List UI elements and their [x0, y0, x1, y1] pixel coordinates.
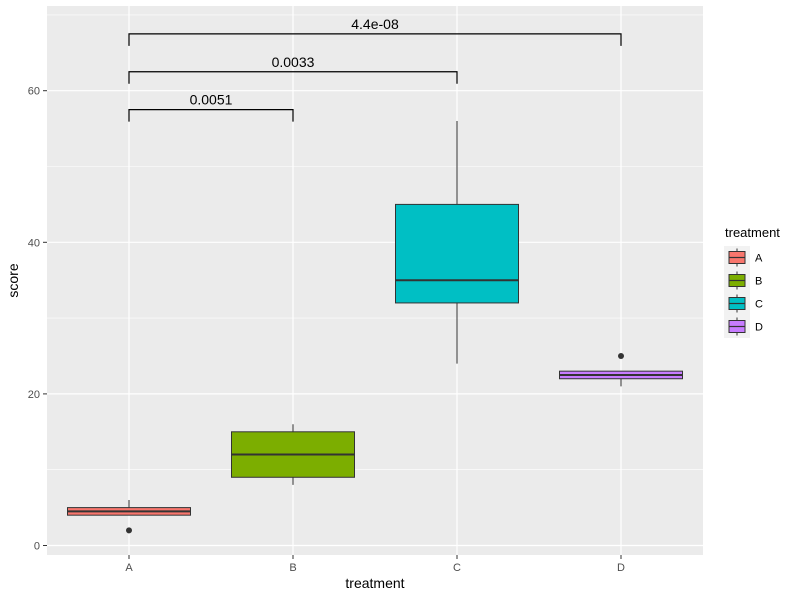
box-d	[559, 353, 683, 387]
legend-item-c: C	[728, 294, 763, 313]
x-tick-label: D	[617, 562, 625, 574]
y-tick-label: 60	[28, 86, 40, 98]
bracket	[128, 33, 622, 46]
box-a	[67, 500, 191, 534]
x-axis-title: treatment	[345, 575, 404, 591]
legend-label: B	[755, 276, 762, 288]
y-axis: 0 20 40 60	[28, 86, 47, 553]
outlier-point	[126, 527, 132, 534]
comparison-a-b: 0.0051	[128, 92, 294, 122]
grid-minor	[47, 14, 703, 471]
p-value-label: 0.0051	[190, 92, 233, 108]
p-value-label: 0.0033	[272, 54, 315, 70]
y-tick-label: 20	[28, 389, 40, 401]
x-tick-label: A	[125, 562, 133, 574]
box-c	[395, 121, 519, 364]
box-b	[231, 424, 355, 485]
comparison-a-c: 0.0033	[128, 54, 458, 84]
significance-brackets: 0.0051 0.0033 4.4e-08	[128, 16, 622, 122]
x-axis: A B C D	[125, 555, 625, 574]
y-tick-label: 40	[28, 237, 40, 249]
x-tick-label: B	[289, 562, 296, 574]
bracket	[128, 109, 294, 122]
legend-title: treatment	[725, 225, 780, 240]
outlier-point	[618, 353, 624, 359]
legend-item-a: A	[728, 248, 763, 267]
comparison-a-d: 4.4e-08	[128, 16, 622, 46]
legend-item-b: B	[728, 271, 762, 290]
y-tick-label: 0	[34, 541, 40, 553]
plot-panel	[47, 6, 703, 555]
boxes	[67, 121, 683, 534]
legend-label: A	[755, 253, 763, 265]
y-axis-title: score	[5, 263, 21, 297]
x-tick-label: C	[453, 562, 461, 574]
legend-label: D	[755, 322, 763, 334]
legend-label: C	[755, 299, 763, 311]
legend-item-d: D	[728, 317, 763, 336]
p-value-label: 4.4e-08	[351, 16, 399, 32]
bracket	[128, 71, 458, 84]
box-body	[395, 203, 519, 304]
